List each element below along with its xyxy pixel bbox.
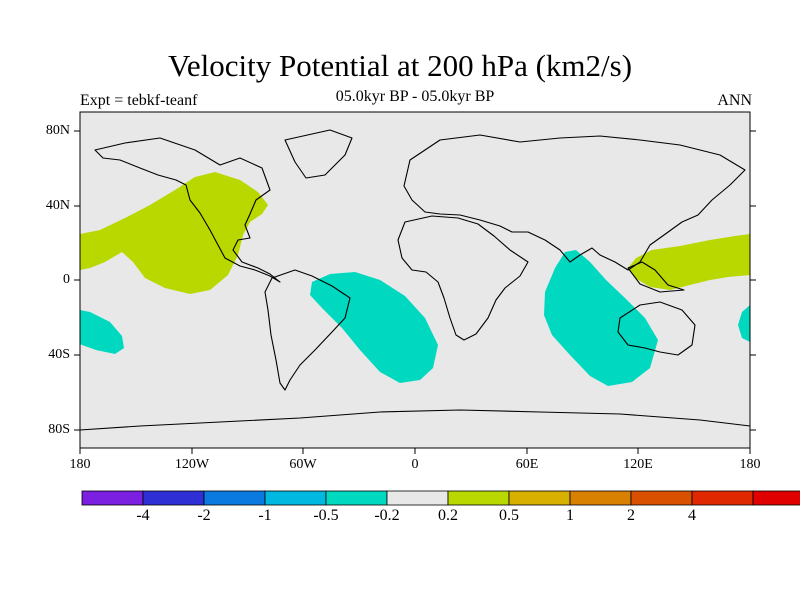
greenland-outline xyxy=(284,129,353,179)
colorbar xyxy=(81,490,800,506)
colorbar-label: 0.5 xyxy=(499,507,519,524)
lon-label-120w: 120W xyxy=(174,457,210,472)
lon-label-60w: 60W xyxy=(289,457,317,472)
colorbar-label: -0.2 xyxy=(374,507,400,524)
lon-label-180-left: 180 xyxy=(69,457,91,472)
season-label: ANN xyxy=(717,92,752,109)
africa-outline xyxy=(397,215,529,341)
continent-outlines xyxy=(79,129,751,431)
colorbar-swatch xyxy=(752,490,800,506)
longitude-ticks xyxy=(79,448,751,454)
colorbar-swatch xyxy=(447,490,510,506)
colorbar-label: -1 xyxy=(258,507,272,524)
lat-label-0: 0 xyxy=(63,272,70,287)
maritime-continent-outline xyxy=(627,261,685,293)
eurasia-outline xyxy=(403,134,746,271)
chart-subtitle: 05.0kyr BP - 05.0kyr BP xyxy=(335,88,495,105)
negative-region-south-atlantic xyxy=(310,272,438,383)
north-america-outline xyxy=(94,137,281,283)
colorbar-swatch xyxy=(569,490,632,506)
colorbar-label: 2 xyxy=(627,507,635,524)
lat-label-40n: 40N xyxy=(45,198,70,213)
colorbar-swatch xyxy=(203,490,266,506)
colorbar-swatch xyxy=(81,490,144,506)
colorbar-label: -4 xyxy=(136,507,150,524)
south-america-outline xyxy=(264,269,351,391)
lon-label-60e: 60E xyxy=(515,457,539,472)
lat-label-80s: 80S xyxy=(48,422,70,437)
lat-label-40s: 40S xyxy=(48,347,70,362)
lon-label-120e: 120E xyxy=(623,457,653,472)
colorbar-swatch xyxy=(142,490,205,506)
positive-anomaly-regions xyxy=(80,172,750,294)
colorbar-label: 4 xyxy=(688,507,696,524)
colorbar-label: -2 xyxy=(197,507,211,524)
chart-title: Velocity Potential at 200 hPa (km2/s) xyxy=(167,48,633,83)
negative-region-indian-ocean xyxy=(544,250,658,386)
positive-region-west-pacific xyxy=(628,234,750,290)
antarctica-outline xyxy=(79,409,751,431)
colorbar-label: 0.2 xyxy=(438,507,458,524)
colorbar-label: -0.5 xyxy=(313,507,339,524)
negative-region-southwest-pacific xyxy=(80,310,124,354)
positive-region-north-pacific xyxy=(80,172,268,294)
colorbar-swatch xyxy=(264,490,327,506)
lon-label-0: 0 xyxy=(411,457,419,472)
colorbar-label: 1 xyxy=(566,507,574,524)
lon-label-180-right: 180 xyxy=(739,457,761,472)
negative-anomaly-regions xyxy=(80,250,750,386)
experiment-label: Expt = tebkf-teanf xyxy=(80,92,198,109)
colorbar-swatch xyxy=(386,490,449,506)
australia-outline xyxy=(617,301,696,356)
colorbar-swatch xyxy=(691,490,754,506)
colorbar-swatch xyxy=(630,490,693,506)
lat-label-80n: 80N xyxy=(45,123,70,138)
latitude-ticks xyxy=(74,130,756,431)
colorbar-swatch xyxy=(508,490,571,506)
colorbar-swatch xyxy=(325,490,388,506)
negative-region-southeast-edge xyxy=(738,305,750,342)
